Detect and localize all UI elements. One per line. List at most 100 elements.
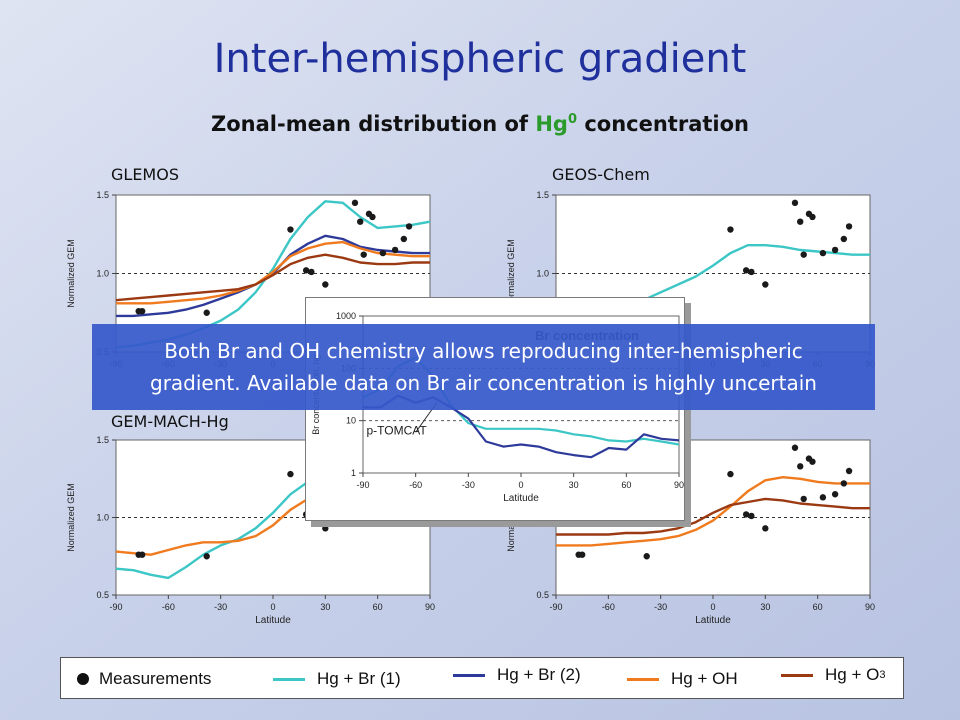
- chart-geoschem-measurement-point: [809, 213, 816, 221]
- panel-label-glemos: GLEMOS: [111, 165, 179, 184]
- chart-gemmach-xtick-label: 90: [425, 602, 435, 612]
- chart-glemos-measurement-point: [405, 223, 413, 230]
- chart-br-inset-xtick-label: 60: [621, 480, 631, 490]
- chart-fourth-measurement-point: [578, 551, 586, 558]
- chart-gemmach-y-axis-label: Normalized GEM: [66, 483, 76, 552]
- chart-glemos-measurement-point: [351, 199, 359, 207]
- page-subtitle: Zonal-mean distribution of Hg0 concentra…: [0, 112, 960, 136]
- chart-fourth-measurement-point: [791, 444, 799, 451]
- panel-label-geoschem: GEOS-Chem: [552, 165, 650, 184]
- chart-geoschem-measurement-point: [840, 235, 848, 243]
- chart-fourth-measurement-point: [742, 511, 750, 518]
- chart-br-inset-ytick-label: 10: [346, 416, 356, 426]
- line-swatch-icon: [627, 677, 659, 681]
- chart-geoschem-measurement-point: [762, 281, 769, 288]
- chart-fourth-xtick-label: -90: [549, 602, 562, 612]
- line-swatch-icon: [453, 673, 485, 677]
- chart-fourth-x-axis-label: Latitude: [695, 615, 731, 626]
- chart-fourth-xtick-label: 30: [760, 602, 770, 612]
- chart-gemmach-xtick-label: -30: [214, 602, 227, 612]
- chart-geoschem-measurement-point: [742, 267, 750, 274]
- chart-gemmach-ytick-label: 1.0: [96, 513, 109, 523]
- chart-br-inset-xtick-label: -60: [409, 480, 422, 490]
- chart-fourth-measurement-point: [800, 495, 807, 503]
- panel-label-gemmach: GEM-MACH-Hg: [111, 412, 229, 431]
- line-swatch-icon: [781, 673, 813, 677]
- subtitle-suffix: concentration: [577, 112, 749, 136]
- legend-label-br2: Hg + Br (2): [497, 665, 581, 684]
- chart-br-inset-xtick-label: 90: [674, 480, 684, 490]
- chart-br-inset-xtick-label: 30: [569, 480, 579, 490]
- chart-glemos-series-o3-line: [115, 253, 430, 302]
- chart-geoschem-measurement-point: [727, 226, 734, 233]
- legend-item-br1: Hg + Br (1): [273, 658, 401, 700]
- chart-glemos-measurement-point: [360, 251, 367, 258]
- chart-gemmach-measurement-point: [287, 470, 294, 478]
- chart-geoschem-measurement-point: [800, 251, 807, 258]
- banner-line-2: gradient. Available data on Br air conce…: [150, 371, 817, 395]
- chart-geoschem-measurement-point: [748, 268, 755, 276]
- chart-fourth-xtick-label: 90: [865, 602, 875, 612]
- chart-gemmach-ytick-label: 0.5: [96, 590, 109, 600]
- chart-glemos-y-axis-label: Normalized GEM: [66, 239, 76, 308]
- banner-line-1: Both Br and OH chemistry allows reproduc…: [164, 339, 803, 363]
- chart-br-inset-annotation: p-TOMCAT: [367, 423, 428, 437]
- chart-fourth-measurement-point: [797, 463, 804, 470]
- chart-br-inset-xtick-label: 0: [518, 480, 523, 490]
- subtitle-hg-sup: 0: [567, 112, 578, 127]
- chart-gemmach-measurement-point: [138, 551, 146, 558]
- chart-gemmach-xtick-label: 60: [373, 602, 383, 612]
- chart-fourth-ytick-label: 0.5: [536, 590, 549, 600]
- chart-gemmach-xtick-label: -60: [162, 602, 175, 612]
- chart-fourth-series-oh-line: [556, 476, 870, 547]
- chart-br-inset-ytick-label: 1000: [336, 311, 356, 321]
- chart-glemos-measurement-point: [357, 218, 364, 225]
- chart-fourth-xtick-label: -30: [654, 602, 667, 612]
- chart-br-inset-xtick-label: -30: [462, 480, 475, 490]
- legend-item-br2: Hg + Br (2): [453, 654, 581, 696]
- chart-geoschem-ytick-label: 1.0: [536, 269, 549, 279]
- chart-gemmach-xtick-label: 0: [270, 602, 275, 612]
- chart-glemos-series-oh-line: [116, 240, 430, 305]
- chart-fourth-measurement-point: [748, 512, 755, 520]
- chart-fourth-xtick-label: 0: [710, 602, 715, 612]
- chart-glemos-measurement-point: [138, 307, 146, 315]
- legend-item-oh: Hg + OH: [627, 658, 738, 700]
- chart-gemmach-ytick-label: 1.5: [96, 435, 109, 445]
- chart-gemmach-xtick-label: 30: [320, 602, 330, 612]
- chart-fourth-measurement-point: [831, 491, 839, 498]
- chart-br-inset-ytick-label: 1: [351, 468, 356, 478]
- chart-fourth-measurement-point: [727, 470, 734, 478]
- legend-label-measurements: Measurements: [99, 669, 212, 688]
- chart-glemos-measurement-point: [203, 309, 210, 316]
- page-title: Inter-hemispheric gradient: [213, 36, 747, 82]
- chart-fourth-xtick-label: 60: [813, 602, 823, 612]
- subtitle-hg: Hg0: [535, 112, 577, 136]
- chart-fourth-xtick-label: -60: [602, 602, 615, 612]
- chart-geoschem-y-axis-label: Normalized GEM: [506, 239, 516, 308]
- chart-glemos-measurement-point: [302, 267, 310, 274]
- chart-geoschem-measurement-point: [831, 246, 839, 254]
- chart-glemos-series-br2-line: [116, 234, 430, 318]
- chart-geoschem-measurement-point: [797, 218, 804, 225]
- chart-fourth-measurement-point: [840, 480, 848, 487]
- chart-gemmach-xtick-label: -90: [109, 602, 122, 612]
- legend-item-measurements: Measurements: [77, 658, 211, 700]
- chart-geoschem-measurement-point: [819, 249, 827, 257]
- chart-glemos-measurement-point: [308, 268, 315, 276]
- chart-gemmach-measurement-point: [203, 553, 210, 560]
- measurement-dot-icon: [77, 673, 89, 685]
- chart-fourth-measurement-point: [819, 494, 827, 501]
- chart-glemos-measurement-point: [287, 226, 294, 233]
- chart-br-inset-xtick-label: -90: [356, 480, 369, 490]
- chart-glemos-ytick-label: 1.5: [96, 190, 109, 200]
- chart-gemmach-measurement-point: [322, 525, 329, 532]
- chart-glemos-measurement-point: [322, 281, 329, 288]
- legend-label-o3: Hg + O: [825, 665, 880, 684]
- subtitle-hg-text: Hg: [535, 112, 568, 136]
- chart-fourth-measurement-point: [845, 467, 853, 475]
- chart-fourth-measurement-point: [809, 458, 816, 465]
- legend-label-o3-sub: 3: [879, 669, 886, 681]
- legend: Measurements Hg + Br (1) Hg + Br (2) Hg …: [60, 657, 904, 699]
